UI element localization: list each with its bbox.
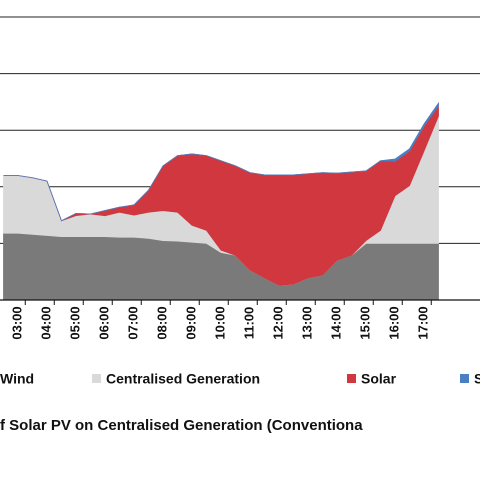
x-tick-label: 07:00 xyxy=(125,306,140,339)
legend-swatch xyxy=(460,374,469,383)
x-tick-label: 09:00 xyxy=(183,306,198,339)
legend-swatch xyxy=(92,374,101,383)
x-tick-label: 03:00 xyxy=(9,306,24,339)
legend-label: Centralised Generation xyxy=(106,371,260,387)
x-tick-label: 14:00 xyxy=(328,306,343,339)
area xyxy=(3,101,439,222)
x-tick-label: 16:00 xyxy=(386,306,401,339)
x-tick-label: 06:00 xyxy=(96,306,111,339)
x-tick-label: 04:00 xyxy=(38,306,53,339)
x-tick-label: 10:00 xyxy=(212,306,227,339)
chart-title: f Solar PV on Centralised Generation (Co… xyxy=(0,417,363,434)
x-tick-label: 15:00 xyxy=(357,306,372,339)
legend-label: Solar xyxy=(361,371,397,387)
legend-label: S xyxy=(474,371,480,387)
x-tick-label: 05:00 xyxy=(67,306,82,339)
x-tick-label: 17:00 xyxy=(415,306,430,339)
x-tick-label: 08:00 xyxy=(154,306,169,339)
legend-swatch xyxy=(347,374,356,383)
legend-label: Wind xyxy=(0,371,34,387)
x-tick-label: 13:00 xyxy=(299,306,314,339)
x-tick-label: 12:00 xyxy=(270,306,285,339)
x-tick-label: 11:00 xyxy=(241,307,256,340)
